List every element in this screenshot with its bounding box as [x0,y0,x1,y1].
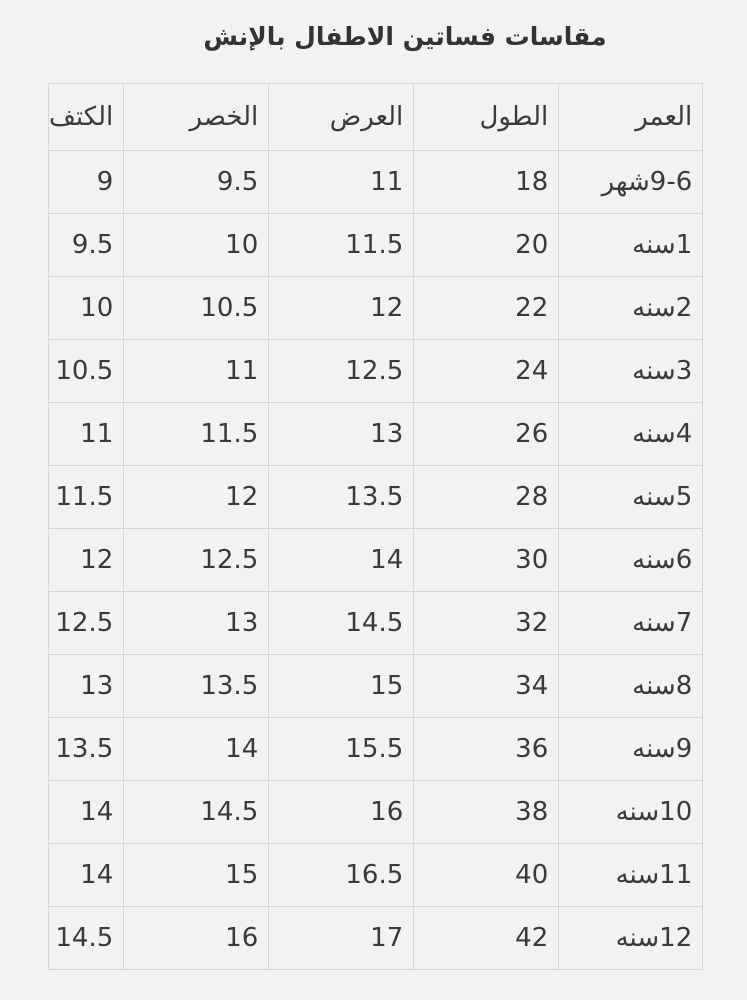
cell-age: 1سنه [558,213,704,277]
table-row: 2سنه 22 12 10.5 10 [47,276,704,340]
cell-length: 32 [413,591,560,655]
cell-length: 20 [413,213,560,277]
cell-age: 2سنه [558,276,704,340]
cell-width: 15.5 [268,717,415,781]
cell-length: 30 [413,528,560,592]
cell-waist: 10 [123,213,270,277]
cell-shoulder: 14.5 [47,906,125,970]
cell-waist: 11.5 [123,402,270,466]
cell-age: 3سنه [558,339,704,403]
cell-waist: 14 [123,717,270,781]
size-table: العمر الطول العرض الخصر الكتف 9-6شهر 18 11… [47,83,704,970]
cell-age: 9سنه [558,717,704,781]
cell-age: 6سنه [558,528,704,592]
page-title: مقاسات فساتين الاطفال بالإنش [203,22,607,51]
table-row: 1سنه 20 11.5 10 9.5 [47,213,704,277]
cell-length: 22 [413,276,560,340]
cell-age: 8سنه [558,654,704,718]
cell-age: 12سنه [558,906,704,970]
cell-width: 17 [268,906,415,970]
cell-width: 15 [268,654,415,718]
cell-age: 9-6شهر [558,150,704,214]
header-waist: الخصر [123,83,270,151]
cell-waist: 12 [123,465,270,529]
cell-length: 18 [413,150,560,214]
cell-width: 12.5 [268,339,415,403]
header-row: العمر الطول العرض الخصر الكتف [47,83,704,151]
table-row: 8سنه 34 15 13.5 13 [47,654,704,718]
cell-shoulder: 14 [47,780,125,844]
cell-waist: 13 [123,591,270,655]
table-row: 4سنه 26 13 11.5 11 [47,402,704,466]
table-row: 5سنه 28 13.5 12 11.5 [47,465,704,529]
header-length: الطول [413,83,560,151]
cell-length: 42 [413,906,560,970]
table-row: 6سنه 30 14 12.5 12 [47,528,704,592]
cell-waist: 12.5 [123,528,270,592]
table-row: 7سنه 32 14.5 13 12.5 [47,591,704,655]
cell-width: 12 [268,276,415,340]
cell-shoulder: 10.5 [47,339,125,403]
cell-shoulder: 13 [47,654,125,718]
cell-length: 28 [413,465,560,529]
table-row: 12سنه 42 17 16 14.5 [47,906,704,970]
cell-shoulder: 11.5 [47,465,125,529]
cell-width: 13 [268,402,415,466]
table-row: 11سنه 40 16.5 15 14 [47,843,704,907]
cell-width: 14.5 [268,591,415,655]
cell-length: 34 [413,654,560,718]
cell-length: 24 [413,339,560,403]
cell-shoulder: 9.5 [47,213,125,277]
cell-width: 16.5 [268,843,415,907]
table-row: 9-6شهر 18 11 9.5 9 [47,150,704,214]
cell-waist: 11 [123,339,270,403]
cell-shoulder: 12 [47,528,125,592]
cell-shoulder: 12.5 [47,591,125,655]
cell-waist: 15 [123,843,270,907]
cell-age: 4سنه [558,402,704,466]
table-row: 9سنه 36 15.5 14 13.5 [47,717,704,781]
cell-shoulder: 10 [47,276,125,340]
cell-age: 10سنه [558,780,704,844]
cell-width: 11 [268,150,415,214]
table-row: 10سنه 38 16 14.5 14 [47,780,704,844]
cell-width: 13.5 [268,465,415,529]
cell-shoulder: 13.5 [47,717,125,781]
cell-age: 5سنه [558,465,704,529]
cell-length: 40 [413,843,560,907]
cell-waist: 9.5 [123,150,270,214]
cell-shoulder: 9 [47,150,125,214]
header-shoulder: الكتف [47,83,125,151]
cell-waist: 14.5 [123,780,270,844]
cell-width: 14 [268,528,415,592]
cell-waist: 16 [123,906,270,970]
table-row: 3سنه 24 12.5 11 10.5 [47,339,704,403]
cell-age: 7سنه [558,591,704,655]
header-age: العمر [558,83,704,151]
cell-shoulder: 14 [47,843,125,907]
cell-width: 16 [268,780,415,844]
cell-shoulder: 11 [47,402,125,466]
cell-waist: 10.5 [123,276,270,340]
cell-length: 36 [413,717,560,781]
cell-width: 11.5 [268,213,415,277]
cell-waist: 13.5 [123,654,270,718]
cell-length: 38 [413,780,560,844]
cell-age: 11سنه [558,843,704,907]
cell-length: 26 [413,402,560,466]
header-width: العرض [268,83,415,151]
